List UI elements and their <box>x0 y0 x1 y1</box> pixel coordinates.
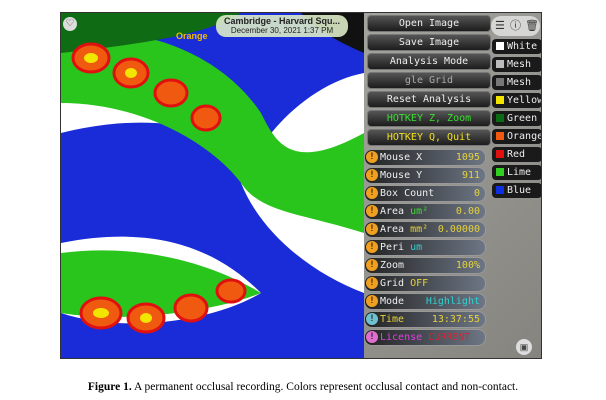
field-value: 0.00 <box>455 206 480 217</box>
hotkey-quit-button[interactable]: HOTKEY Q, Quit <box>367 129 491 146</box>
caption-text: A permanent occlusal recording. Colors r… <box>131 381 519 393</box>
swatch <box>496 96 504 104</box>
field-label: Grid <box>380 278 405 289</box>
color-green[interactable]: Green <box>492 111 541 126</box>
field-box-count: ! Box Count 0 <box>364 185 486 202</box>
field-label: Mode <box>380 296 405 307</box>
swatch <box>496 42 504 50</box>
info-icon: ! <box>366 205 378 217</box>
color-label: Blue <box>507 185 532 196</box>
swatch <box>496 186 504 194</box>
field-value: Highlight <box>425 296 480 307</box>
datetime-text: December 30, 2021 1:37 PM <box>230 26 334 35</box>
field-unit: mm² <box>410 224 429 235</box>
field-value: 911 <box>461 170 480 181</box>
field-mouse-y: ! Mouse Y 911 <box>364 167 486 184</box>
field-value: 100% <box>455 260 480 271</box>
color-mesh-light[interactable]: Mesh <box>492 57 541 72</box>
field-label: Peri <box>380 242 405 253</box>
color-orange[interactable]: Orange <box>492 129 542 144</box>
swatch <box>496 60 504 68</box>
color-label: Mesh <box>507 59 532 70</box>
field-value: 13:37:55 <box>431 314 480 325</box>
field-value: 0.00000 <box>437 224 480 235</box>
info-icon: ! <box>366 313 378 325</box>
field-value: 1095 <box>455 152 480 163</box>
color-red[interactable]: Red <box>492 147 541 162</box>
swatch <box>496 78 504 86</box>
live-text-icon[interactable]: ▣ <box>516 339 532 355</box>
swatch <box>496 114 504 122</box>
field-label: Time <box>380 314 405 325</box>
field-perimeter: ! Peri um <box>364 239 486 256</box>
swatch <box>496 150 504 158</box>
color-label: Yellow <box>507 95 542 106</box>
info-icon: ! <box>366 259 378 271</box>
save-image-button[interactable]: Save Image <box>367 34 491 51</box>
field-unit: um² <box>410 206 429 217</box>
field-label: Zoom <box>380 260 405 271</box>
swatch <box>496 132 504 140</box>
field-mouse-x: ! Mouse X 1095 <box>364 149 486 166</box>
field-value: CURRENT <box>428 332 471 343</box>
field-label: Area <box>380 224 405 235</box>
figure-caption: Figure 1. A permanent occlusal recording… <box>0 381 606 393</box>
color-mesh-dark[interactable]: Mesh <box>492 75 541 90</box>
info-icon: ! <box>366 295 378 307</box>
caption-label: Figure 1. <box>87 381 132 393</box>
field-label: Area <box>380 206 405 217</box>
info-icon: ! <box>366 187 378 199</box>
location-text: Cambridge - Harvard Squ... <box>223 16 341 26</box>
color-label: Mesh <box>507 77 532 88</box>
field-area-um: ! Area um² 0.00 <box>364 203 486 220</box>
field-label: Mouse Y <box>380 170 423 181</box>
field-unit: um <box>410 242 423 253</box>
analysis-mode-button[interactable]: Analysis Mode <box>367 53 491 70</box>
toggle-grid-button[interactable]: gle Grid <box>367 72 491 89</box>
field-label: License <box>380 332 423 343</box>
field-grid: ! Grid OFF <box>364 275 486 292</box>
color-label: Red <box>507 149 526 160</box>
color-yellow[interactable]: Yellow <box>492 93 542 108</box>
info-icon[interactable]: ⓘ <box>510 20 521 32</box>
field-label: Box Count <box>380 188 435 199</box>
color-lime[interactable]: Lime <box>492 165 541 180</box>
info-icon: ! <box>366 277 378 289</box>
figure-photo: Cambridge - Harvard Squ... December 30, … <box>60 12 542 359</box>
color-label: Lime <box>507 167 532 178</box>
analysis-panel: Open Image Save Image Analysis Mode gle … <box>364 13 541 358</box>
field-mode: ! Mode Highlight <box>364 293 486 310</box>
occlusal-scan-image <box>61 13 364 358</box>
info-icon: ! <box>366 151 378 163</box>
field-value: 0 <box>473 188 480 199</box>
field-area-mm: ! Area mm² 0.00000 <box>364 221 486 238</box>
sliders-icon[interactable]: ☰ <box>495 20 505 32</box>
field-time: ! Time 13:37:55 <box>364 311 486 328</box>
color-label: Orange <box>507 131 542 142</box>
field-zoom: ! Zoom 100% <box>364 257 486 274</box>
color-label: White <box>507 41 538 52</box>
photo-toolbar: ☰ ⓘ 🗑 <box>491 16 540 36</box>
color-label: Green <box>507 113 538 124</box>
field-license: ! License CURRENT <box>364 329 486 346</box>
info-icon: ! <box>366 169 378 181</box>
trash-icon[interactable]: 🗑 <box>525 20 539 32</box>
open-image-button[interactable]: Open Image <box>367 15 491 32</box>
overlay-label: Orange <box>176 31 208 41</box>
color-white[interactable]: White <box>492 39 541 54</box>
field-label: Mouse X <box>380 152 423 163</box>
reset-analysis-button[interactable]: Reset Analysis <box>367 91 491 108</box>
info-icon: ! <box>366 331 378 343</box>
info-icon: ! <box>366 241 378 253</box>
info-icon: ! <box>366 223 378 235</box>
photo-location-badge: Cambridge - Harvard Squ... December 30, … <box>216 15 348 37</box>
favorite-heart-icon[interactable]: ♡ <box>63 17 77 31</box>
field-value: OFF <box>410 278 429 289</box>
swatch <box>496 168 504 176</box>
hotkey-zoom-button[interactable]: HOTKEY Z, Zoom <box>367 110 491 127</box>
color-blue[interactable]: Blue <box>492 183 541 198</box>
